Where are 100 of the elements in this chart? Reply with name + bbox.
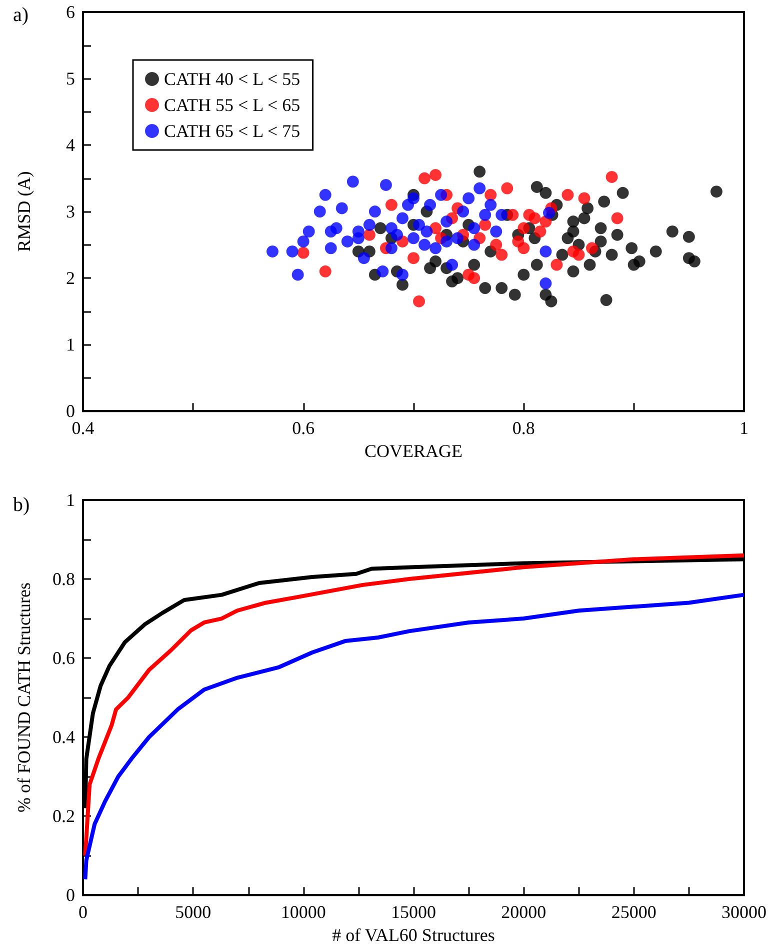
point [468, 272, 480, 284]
point [266, 245, 278, 258]
y-axis-title: RMSD (A) [14, 171, 34, 252]
x-tick-label: 0 [78, 902, 88, 922]
point [586, 242, 598, 254]
point [490, 226, 502, 238]
point [474, 182, 486, 194]
x-tick-label: 10000 [280, 902, 326, 922]
y-tick-label: 6 [66, 2, 75, 22]
x-tick-label: 0.8 [512, 418, 535, 438]
point [540, 245, 552, 258]
point [496, 248, 508, 261]
y-tick-label: 3 [66, 202, 75, 222]
point [319, 188, 332, 201]
point [430, 168, 442, 181]
point [396, 212, 408, 224]
point [435, 188, 448, 201]
point [352, 226, 364, 238]
y-tick-label: 5 [66, 68, 75, 89]
x-tick-label: 5000 [175, 902, 212, 922]
point [457, 206, 470, 218]
point [543, 206, 556, 219]
point [336, 202, 348, 214]
point [385, 242, 398, 254]
point [297, 246, 310, 259]
y-tick-label: 0.2 [52, 806, 75, 826]
line-series [83, 592, 746, 882]
point [484, 198, 497, 211]
point [385, 222, 398, 234]
point [430, 242, 442, 254]
point [363, 218, 376, 231]
point [286, 245, 298, 258]
y-tick-label: 1 [66, 490, 75, 510]
y-tick-label: 1 [66, 334, 75, 355]
y-tick-label: 0 [66, 885, 75, 906]
point [292, 268, 304, 281]
line-series [83, 553, 746, 858]
y-axis-title: % of FOUND CATH Structures [14, 582, 34, 813]
point [462, 192, 475, 204]
point [572, 248, 585, 261]
point [440, 235, 453, 248]
x-tick-label: 20000 [501, 902, 546, 922]
point [319, 265, 332, 278]
x-axis-title: # of VAL60 Structures [332, 925, 495, 945]
point [418, 172, 431, 184]
point [346, 176, 359, 188]
point [376, 265, 389, 278]
point [550, 258, 563, 271]
point [297, 235, 310, 248]
point [358, 252, 370, 264]
chart-title: a) [13, 4, 29, 26]
y-tick-label: 4 [66, 135, 75, 156]
legend-label: CATH 65 < L < 75 [164, 121, 300, 141]
point [479, 218, 492, 231]
y-tick-label: 0 [66, 401, 75, 422]
point [484, 188, 497, 201]
point [385, 198, 398, 211]
point [302, 226, 315, 238]
point [562, 188, 574, 201]
point [452, 232, 464, 244]
point [363, 228, 376, 241]
point [368, 206, 381, 218]
point [314, 206, 326, 218]
legend-label: CATH 55 < L < 65 [164, 95, 300, 115]
point [380, 178, 392, 191]
point [518, 242, 530, 254]
point [506, 208, 519, 221]
point [408, 192, 420, 204]
point [490, 238, 502, 251]
point [468, 238, 480, 251]
point [534, 226, 546, 238]
point [408, 232, 420, 244]
y-tick-label: 0.4 [52, 727, 75, 748]
x-tick-label: 30000 [722, 902, 766, 922]
chart-title: b) [13, 494, 30, 516]
point [611, 212, 624, 224]
point [540, 277, 552, 290]
y-tick-label: 0.8 [52, 569, 75, 590]
point [341, 235, 354, 248]
x-tick-label: 25000 [611, 902, 656, 922]
point [420, 226, 433, 238]
x-tick-label: 1 [740, 418, 748, 438]
point [501, 182, 514, 194]
point [440, 216, 453, 228]
y-tick-label: 2 [66, 268, 75, 288]
point [496, 208, 508, 221]
point [528, 212, 541, 224]
point [418, 238, 431, 251]
point [479, 208, 492, 221]
y-tick-label: 0.6 [52, 648, 75, 668]
point [413, 295, 426, 308]
point [408, 252, 420, 264]
x-tick-label: 0.6 [292, 418, 315, 438]
point [324, 242, 337, 254]
x-tick-label: 15000 [391, 902, 436, 922]
point [578, 192, 590, 204]
point [606, 170, 618, 183]
legend-label: CATH 40 < L < 55 [164, 69, 300, 89]
point [330, 222, 342, 234]
x-axis-title: COVERAGE [364, 441, 463, 461]
